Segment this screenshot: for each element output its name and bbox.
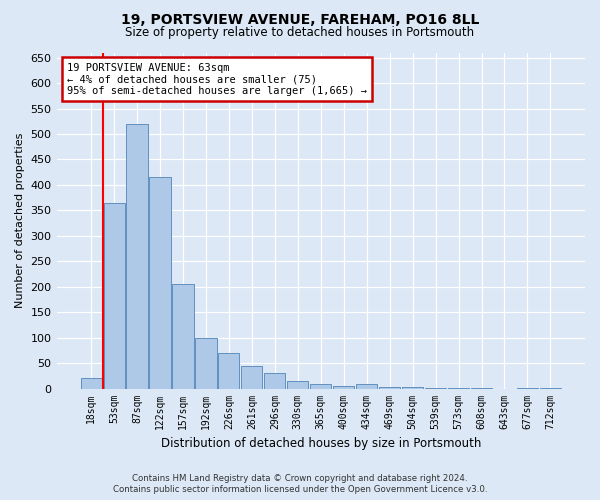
Text: Contains HM Land Registry data © Crown copyright and database right 2024.
Contai: Contains HM Land Registry data © Crown c… (113, 474, 487, 494)
Text: 19, PORTSVIEW AVENUE, FAREHAM, PO16 8LL: 19, PORTSVIEW AVENUE, FAREHAM, PO16 8LL (121, 12, 479, 26)
Bar (172, 284, 194, 389)
Text: Size of property relative to detached houses in Portsmouth: Size of property relative to detached ho… (125, 26, 475, 39)
Bar (379, 387, 400, 388)
Bar (264, 374, 286, 388)
Bar (196, 338, 217, 388)
Y-axis label: Number of detached properties: Number of detached properties (15, 133, 25, 308)
Bar (127, 124, 148, 388)
Bar (218, 353, 239, 388)
Bar (333, 386, 354, 388)
Bar (356, 384, 377, 388)
Bar (104, 202, 125, 388)
Bar (402, 387, 423, 388)
Bar (241, 366, 262, 388)
Bar (310, 384, 331, 388)
Bar (149, 177, 170, 388)
Bar (287, 381, 308, 388)
Text: 19 PORTSVIEW AVENUE: 63sqm
← 4% of detached houses are smaller (75)
95% of semi-: 19 PORTSVIEW AVENUE: 63sqm ← 4% of detac… (67, 62, 367, 96)
X-axis label: Distribution of detached houses by size in Portsmouth: Distribution of detached houses by size … (161, 437, 481, 450)
Bar (80, 378, 101, 388)
